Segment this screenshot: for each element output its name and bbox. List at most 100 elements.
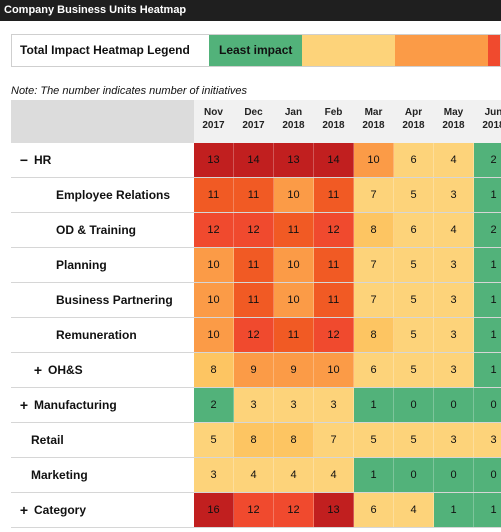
heatmap-cell[interactable]: 8 — [354, 213, 394, 247]
heatmap-cell[interactable]: 2 — [474, 213, 501, 247]
heatmap-cell[interactable]: 11 — [234, 283, 274, 317]
heatmap-cell[interactable]: 4 — [434, 213, 474, 247]
heatmap-cell[interactable]: 12 — [234, 318, 274, 352]
heatmap-cell[interactable]: 11 — [314, 178, 354, 212]
expand-icon[interactable]: + — [33, 362, 43, 378]
heatmap-cell[interactable]: 11 — [194, 178, 234, 212]
column-header-dec-2017[interactable]: Dec 2017 — [234, 106, 273, 132]
heatmap-cell[interactable]: 1 — [474, 353, 501, 387]
heatmap-cell[interactable]: 12 — [234, 493, 274, 527]
heatmap-cell[interactable]: 7 — [354, 248, 394, 282]
heatmap-cell[interactable]: 3 — [434, 248, 474, 282]
heatmap-cell[interactable]: 8 — [274, 423, 314, 457]
expand-icon[interactable]: + — [19, 502, 29, 518]
heatmap-cell[interactable]: 10 — [194, 283, 234, 317]
heatmap-cell[interactable]: 4 — [394, 493, 434, 527]
heatmap-cell[interactable]: 0 — [434, 388, 474, 422]
row-label[interactable]: + Manufacturing — [11, 388, 194, 422]
heatmap-cell[interactable]: 7 — [354, 178, 394, 212]
heatmap-cell[interactable]: 4 — [234, 458, 274, 492]
heatmap-cell[interactable]: 1 — [354, 458, 394, 492]
heatmap-cell[interactable]: 4 — [274, 458, 314, 492]
collapse-icon[interactable]: − — [19, 152, 29, 168]
heatmap-cell[interactable]: 10 — [274, 178, 314, 212]
heatmap-cell[interactable]: 12 — [274, 493, 314, 527]
heatmap-cell[interactable]: 16 — [194, 493, 234, 527]
heatmap-cell[interactable]: 10 — [354, 143, 394, 177]
heatmap-cell[interactable]: 0 — [394, 388, 434, 422]
row-label[interactable]: + OH&S — [11, 353, 194, 387]
heatmap-cell[interactable]: 9 — [234, 353, 274, 387]
heatmap-cell[interactable]: 8 — [194, 353, 234, 387]
heatmap-cell[interactable]: 0 — [474, 458, 501, 492]
heatmap-cell[interactable]: 4 — [314, 458, 354, 492]
heatmap-cell[interactable]: 5 — [394, 318, 434, 352]
heatmap-cell[interactable]: 1 — [434, 493, 474, 527]
heatmap-cell[interactable]: 11 — [234, 248, 274, 282]
heatmap-cell[interactable]: 3 — [274, 388, 314, 422]
heatmap-cell[interactable]: 9 — [274, 353, 314, 387]
heatmap-cell[interactable]: 3 — [314, 388, 354, 422]
heatmap-cell[interactable]: 10 — [274, 283, 314, 317]
heatmap-cell[interactable]: 12 — [314, 213, 354, 247]
heatmap-cell[interactable]: 10 — [314, 353, 354, 387]
heatmap-cell[interactable]: 6 — [394, 143, 434, 177]
heatmap-cell[interactable]: 5 — [394, 423, 434, 457]
column-header-apr-2018[interactable]: Apr 2018 — [394, 106, 433, 132]
heatmap-cell[interactable]: 3 — [474, 423, 501, 457]
heatmap-cell[interactable]: 11 — [274, 213, 314, 247]
heatmap-cell[interactable]: 14 — [314, 143, 354, 177]
heatmap-cell[interactable]: 3 — [434, 178, 474, 212]
heatmap-cell[interactable]: 6 — [354, 493, 394, 527]
heatmap-cell[interactable]: 3 — [234, 388, 274, 422]
heatmap-cell[interactable]: 8 — [354, 318, 394, 352]
heatmap-cell[interactable]: 12 — [234, 213, 274, 247]
column-header-nov-2017[interactable]: Nov 2017 — [194, 106, 233, 132]
heatmap-cell[interactable]: 2 — [474, 143, 501, 177]
heatmap-cell[interactable]: 10 — [194, 248, 234, 282]
heatmap-cell[interactable]: 1 — [354, 388, 394, 422]
column-header-may-2018[interactable]: May 2018 — [434, 106, 473, 132]
column-header-feb-2018[interactable]: Feb 2018 — [314, 106, 353, 132]
row-label[interactable]: + Category — [11, 493, 194, 527]
heatmap-cell[interactable]: 13 — [194, 143, 234, 177]
heatmap-cell[interactable]: 0 — [474, 388, 501, 422]
heatmap-cell[interactable]: 8 — [234, 423, 274, 457]
heatmap-cell[interactable]: 13 — [314, 493, 354, 527]
heatmap-cell[interactable]: 0 — [394, 458, 434, 492]
heatmap-cell[interactable]: 1 — [474, 493, 501, 527]
heatmap-cell[interactable]: 7 — [314, 423, 354, 457]
heatmap-cell[interactable]: 13 — [274, 143, 314, 177]
row-label[interactable]: − HR — [11, 143, 194, 177]
heatmap-cell[interactable]: 14 — [234, 143, 274, 177]
heatmap-cell[interactable]: 10 — [274, 248, 314, 282]
heatmap-cell[interactable]: 10 — [194, 318, 234, 352]
heatmap-cell[interactable]: 5 — [354, 423, 394, 457]
column-header-jan-2018[interactable]: Jan 2018 — [274, 106, 313, 132]
heatmap-cell[interactable]: 6 — [354, 353, 394, 387]
heatmap-cell[interactable]: 2 — [194, 388, 234, 422]
heatmap-cell[interactable]: 3 — [434, 318, 474, 352]
heatmap-cell[interactable]: 11 — [314, 248, 354, 282]
heatmap-cell[interactable]: 5 — [394, 248, 434, 282]
heatmap-cell[interactable]: 3 — [434, 423, 474, 457]
heatmap-cell[interactable]: 0 — [434, 458, 474, 492]
heatmap-cell[interactable]: 11 — [274, 318, 314, 352]
heatmap-cell[interactable]: 1 — [474, 178, 501, 212]
heatmap-cell[interactable]: 1 — [474, 283, 501, 317]
heatmap-cell[interactable]: 11 — [234, 178, 274, 212]
heatmap-cell[interactable]: 5 — [394, 353, 434, 387]
heatmap-cell[interactable]: 7 — [354, 283, 394, 317]
heatmap-cell[interactable]: 1 — [474, 318, 501, 352]
heatmap-cell[interactable]: 3 — [434, 353, 474, 387]
expand-icon[interactable]: + — [19, 397, 29, 413]
heatmap-cell[interactable]: 12 — [194, 213, 234, 247]
heatmap-cell[interactable]: 3 — [434, 283, 474, 317]
heatmap-cell[interactable]: 6 — [394, 213, 434, 247]
heatmap-cell[interactable]: 4 — [434, 143, 474, 177]
heatmap-cell[interactable]: 5 — [394, 178, 434, 212]
heatmap-cell[interactable]: 5 — [394, 283, 434, 317]
heatmap-cell[interactable]: 1 — [474, 248, 501, 282]
heatmap-cell[interactable]: 11 — [314, 283, 354, 317]
column-header-jun-2018[interactable]: Jun 2018 — [474, 106, 501, 132]
